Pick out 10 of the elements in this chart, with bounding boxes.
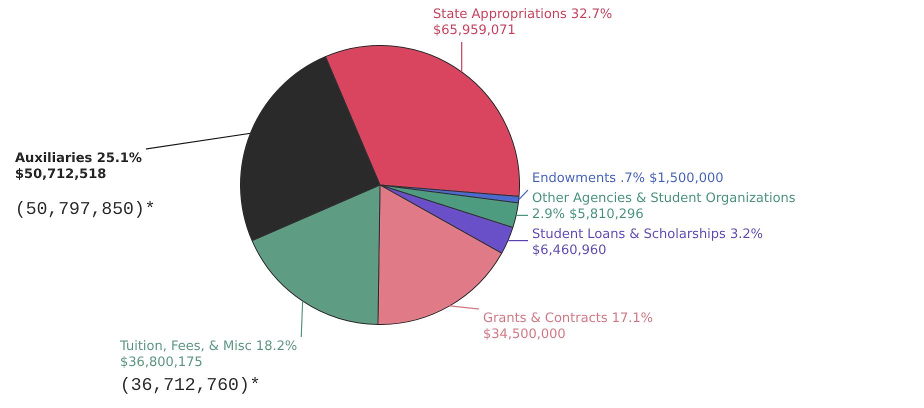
slice-label: Auxiliaries 25.1% $50,712,518 xyxy=(15,150,142,182)
slice-label: Student Loans & Scholarships 3.2% $6,460,960 xyxy=(532,226,763,258)
slice-label: Grants & Contracts 17.1% $34,500,000 xyxy=(483,310,654,342)
data-label: 2.9% $5,810,296 xyxy=(532,206,644,222)
slice-label: Other Agencies & Student Organizations xyxy=(532,190,796,206)
text: (36,712,760)* xyxy=(120,376,260,396)
slice-label: Endowments .7% $1,500,000 xyxy=(532,170,724,186)
slice-label: State Appropriations 32.7% $65,959,071 xyxy=(433,6,612,38)
slice-label: Tuition, Fees, & Misc 18.2% $36,800,175 xyxy=(119,338,298,370)
text: (50,797,850)* xyxy=(15,200,156,220)
